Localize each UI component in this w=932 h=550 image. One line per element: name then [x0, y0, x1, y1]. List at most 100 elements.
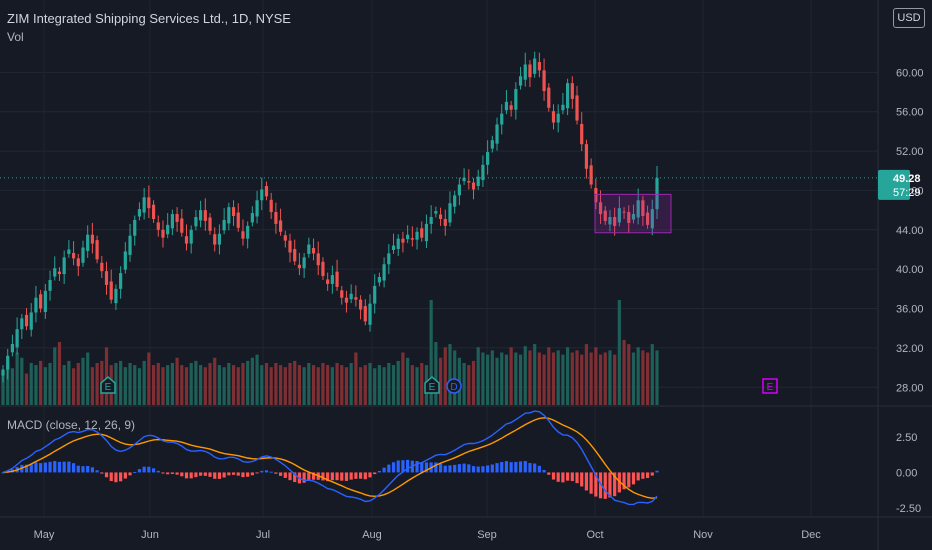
volume-bar — [575, 350, 579, 405]
time-axis-label: Jun — [141, 529, 159, 541]
candle-body — [401, 238, 405, 243]
volume-bar — [180, 365, 184, 405]
macd-histogram-bar — [608, 472, 612, 498]
volume-bar — [584, 344, 589, 405]
candle-body — [486, 152, 490, 165]
candle-body — [476, 176, 480, 187]
candle-body — [377, 277, 382, 283]
candle-body — [260, 189, 264, 201]
macd-histogram-bar — [457, 464, 461, 473]
macd-histogram-bar — [622, 472, 626, 490]
volume-bar — [443, 347, 447, 405]
macd-histogram-bar — [542, 470, 546, 473]
candle-body — [24, 314, 29, 327]
candle-body — [6, 355, 10, 370]
macd-histogram-bar — [86, 465, 90, 473]
macd-histogram-bar — [509, 462, 513, 473]
candle-body — [434, 211, 438, 214]
macd-histogram-bar — [57, 461, 62, 473]
macd-histogram-bar — [151, 468, 156, 473]
volume-bar — [302, 367, 306, 405]
candle-body — [589, 165, 593, 185]
volume-bar — [349, 363, 353, 405]
macd-histogram-bar — [391, 462, 396, 473]
volume-bar — [170, 363, 174, 405]
volume-bar — [330, 367, 334, 405]
volume-bar — [250, 357, 254, 405]
event-marker-letter: D — [450, 382, 457, 393]
event-marker-letter: E — [105, 382, 112, 393]
macd-histogram-bar — [43, 462, 47, 473]
candle-body — [415, 231, 419, 240]
last-price-value: 49.28 — [893, 173, 921, 185]
volume-bar — [561, 354, 565, 405]
volume-bar — [213, 357, 217, 405]
candle-body — [48, 280, 52, 291]
candle-body — [76, 258, 80, 267]
candle-body — [500, 113, 504, 125]
volume-bar — [62, 365, 66, 405]
candle-body — [86, 234, 90, 251]
candle-body — [518, 76, 523, 86]
candle-body — [354, 297, 358, 300]
candle-body — [448, 203, 452, 223]
volume-bar — [208, 363, 212, 405]
macd-histogram-bar — [217, 472, 222, 479]
volume-bar — [199, 365, 203, 405]
volume-bar — [43, 367, 47, 405]
price-tick-label: 40.00 — [896, 264, 924, 276]
macd-histogram-bar — [203, 472, 207, 476]
volume-bar — [114, 363, 118, 405]
macd-histogram-bar — [330, 472, 334, 481]
volume-bar — [175, 357, 179, 405]
candle-body — [133, 219, 137, 236]
candle-body — [274, 212, 278, 224]
macd-histogram-bar — [645, 472, 650, 479]
candle-body — [222, 219, 226, 231]
macd-histogram-bar — [76, 465, 80, 473]
candle-body — [95, 240, 99, 260]
event-marker-letter: E — [429, 382, 436, 393]
candle-body — [20, 318, 24, 330]
volume-bar — [340, 365, 344, 405]
candle-body — [288, 240, 292, 253]
volume-bar — [274, 363, 278, 405]
macd-histogram-bar — [170, 472, 174, 474]
macd-histogram-bar — [34, 462, 38, 473]
volume-bar — [391, 365, 396, 405]
volume-indicator-label[interactable]: Vol — [7, 30, 24, 44]
volume-bar — [76, 363, 80, 405]
volume-bar — [123, 367, 127, 405]
macd-indicator-label[interactable]: MACD (close, 12, 26, 9) — [7, 418, 136, 432]
time-axis-label: May — [34, 529, 55, 541]
volume-bar — [434, 342, 438, 405]
volume-bar — [547, 347, 551, 405]
volume-bar — [622, 339, 626, 405]
volume-bar — [241, 363, 245, 405]
candle-body — [335, 271, 339, 287]
volume-bar — [495, 357, 499, 405]
volume-bar — [184, 367, 189, 405]
volume-bar — [53, 347, 57, 405]
macd-histogram-bar — [636, 472, 640, 481]
volume-bar — [551, 352, 556, 405]
volume-bar — [382, 367, 386, 405]
candle-body — [15, 329, 19, 348]
macd-histogram-bar — [302, 472, 306, 483]
volume-bar — [368, 363, 372, 405]
currency-button[interactable]: USD — [893, 8, 925, 28]
volume-bar — [636, 347, 640, 405]
candle-body — [598, 202, 603, 215]
candle-body — [330, 275, 334, 284]
candle-body — [10, 343, 15, 353]
macd-histogram-bar — [476, 466, 480, 473]
volume-bar — [86, 352, 90, 405]
macd-histogram-bar — [354, 472, 358, 479]
candle-body — [236, 212, 240, 228]
volume-bar — [448, 344, 452, 405]
candle-body — [180, 218, 184, 233]
volume-bar — [194, 360, 198, 405]
candle-body — [547, 87, 551, 108]
volume-bar — [222, 367, 226, 405]
